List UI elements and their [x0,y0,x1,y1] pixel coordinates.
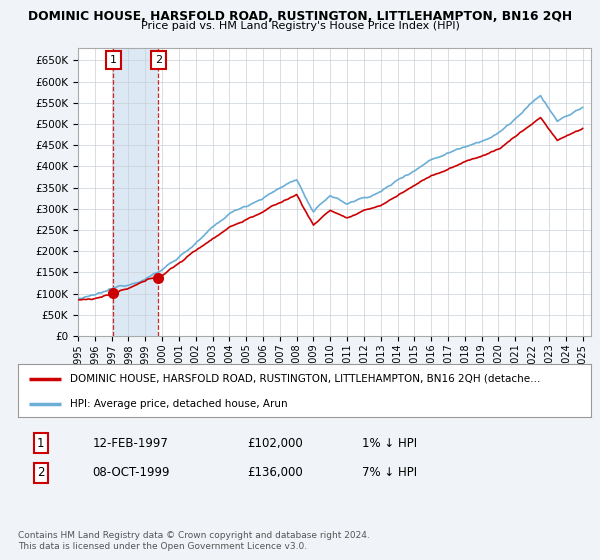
Text: £136,000: £136,000 [247,466,303,479]
Text: 1% ↓ HPI: 1% ↓ HPI [362,437,417,450]
Text: 2: 2 [37,466,44,479]
Text: 12-FEB-1997: 12-FEB-1997 [92,437,169,450]
Text: 1: 1 [37,437,44,450]
Text: 2: 2 [155,55,162,66]
Text: 1: 1 [110,55,117,66]
Text: HPI: Average price, detached house, Arun: HPI: Average price, detached house, Arun [70,399,287,409]
Text: Price paid vs. HM Land Registry's House Price Index (HPI): Price paid vs. HM Land Registry's House … [140,21,460,31]
Text: DOMINIC HOUSE, HARSFOLD ROAD, RUSTINGTON, LITTLEHAMPTON, BN16 2QH (detache…: DOMINIC HOUSE, HARSFOLD ROAD, RUSTINGTON… [70,374,540,384]
Text: 08-OCT-1999: 08-OCT-1999 [92,466,170,479]
Text: DOMINIC HOUSE, HARSFOLD ROAD, RUSTINGTON, LITTLEHAMPTON, BN16 2QH: DOMINIC HOUSE, HARSFOLD ROAD, RUSTINGTON… [28,10,572,23]
Text: 7% ↓ HPI: 7% ↓ HPI [362,466,417,479]
Bar [113,48,158,336]
Text: £102,000: £102,000 [247,437,303,450]
Text: Contains HM Land Registry data © Crown copyright and database right 2024.
This d: Contains HM Land Registry data © Crown c… [18,531,370,551]
